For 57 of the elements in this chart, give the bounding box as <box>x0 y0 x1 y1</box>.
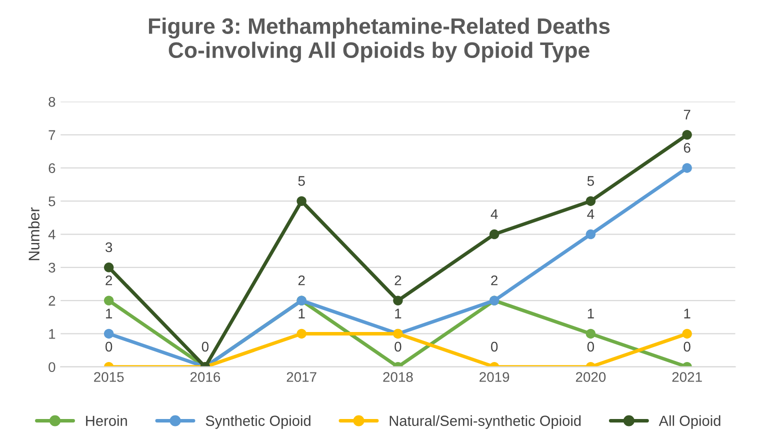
chart-title: Figure 3: Methamphetamine-Related Deaths Co-involving All Opioids by Opioid Type <box>148 18 610 63</box>
x-tick-label: 2018 <box>383 372 413 382</box>
data-label: 0 <box>587 342 594 352</box>
point <box>104 296 114 306</box>
point <box>489 229 500 240</box>
data-label: 0 <box>202 342 209 352</box>
y-tick-label: 8 <box>48 96 56 107</box>
data-label: 6 <box>684 142 690 153</box>
data-label: 2 <box>106 275 112 286</box>
data-label: 7 <box>684 110 690 120</box>
point <box>393 296 403 306</box>
data-label: 1 <box>395 308 402 318</box>
data-label: 5 <box>298 176 305 186</box>
data-label: 3 <box>105 242 112 252</box>
point <box>682 163 692 173</box>
y-tick-label: 7 <box>48 130 56 140</box>
data-label: 2 <box>394 275 402 286</box>
data-label: 0 <box>106 342 112 352</box>
y-tick-label: 4 <box>48 230 56 240</box>
data-label: 5 <box>587 176 594 186</box>
data-label: 1 <box>298 308 305 318</box>
data-label: 1 <box>106 308 112 318</box>
x-tick-label: 2020 <box>576 372 606 382</box>
data-label: 0 <box>491 342 498 352</box>
y-axis-title: Number <box>28 207 40 260</box>
data-label: 2 <box>491 275 498 286</box>
data-label: 4 <box>490 209 498 219</box>
x-tick-label: 2017 <box>286 372 316 382</box>
legend-label: Heroin <box>86 415 127 426</box>
x-tick-label: 2019 <box>480 372 510 382</box>
point <box>586 196 596 206</box>
x-tick-label: 2021 <box>672 372 702 382</box>
legend-label: Synthetic Opioid <box>206 415 310 429</box>
data-label: 4 <box>587 209 594 219</box>
point <box>296 328 306 339</box>
data-label: 0 <box>394 342 402 352</box>
point <box>104 328 114 339</box>
point <box>682 328 692 339</box>
y-tick-label: 6 <box>48 163 56 174</box>
y-tick-label: 2 <box>48 296 56 306</box>
y-tick-label: 3 <box>48 262 56 273</box>
y-tick-label: 1 <box>49 329 56 339</box>
data-label: 1 <box>588 308 594 318</box>
data-label: 1 <box>684 308 690 318</box>
point <box>104 262 114 272</box>
point <box>586 328 596 339</box>
legend-label: All Opioid <box>658 415 720 429</box>
point <box>586 229 596 240</box>
legend-label: Natural/Semi-synthetic Opioid <box>390 415 581 429</box>
x-tick-label: 2016 <box>190 372 220 382</box>
y-tick-label: 5 <box>48 196 56 206</box>
data-label: 2 <box>298 275 305 286</box>
y-tick-label: 0 <box>48 362 56 372</box>
x-tick-label: 2015 <box>94 372 124 382</box>
point <box>296 196 306 206</box>
point <box>682 130 692 140</box>
data-label: 0 <box>684 342 690 352</box>
